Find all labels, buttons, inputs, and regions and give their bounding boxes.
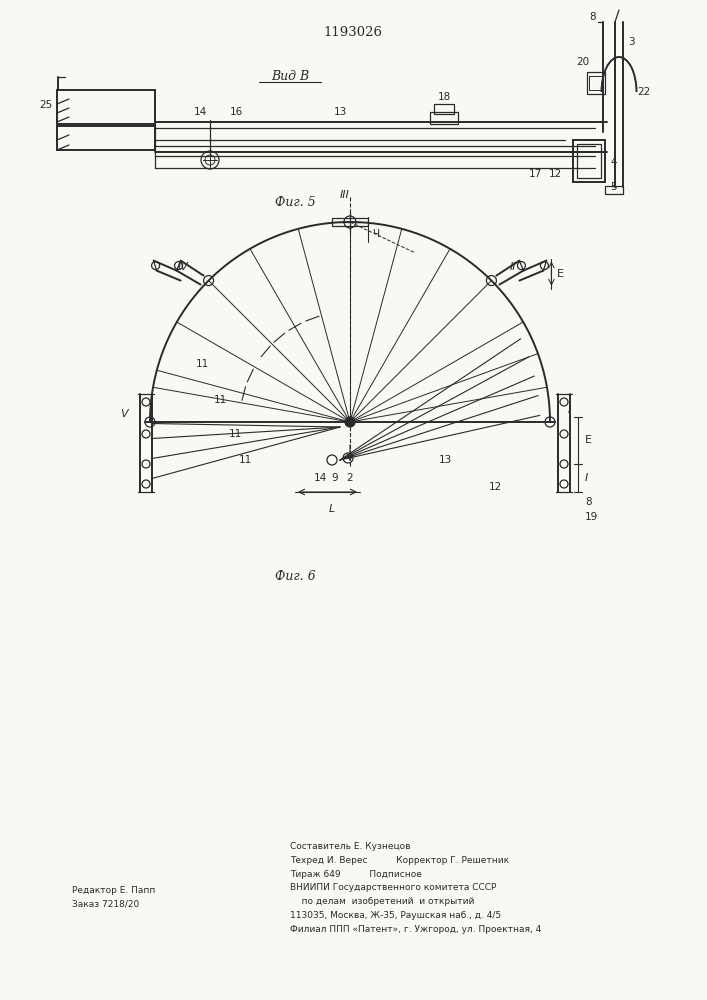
Bar (573, 140, 605, 182)
Bar (332, 218, 368, 226)
Text: 19: 19 (585, 512, 598, 522)
Text: Редактор Е. Папп
Заказ 7218/20: Редактор Е. Папп Заказ 7218/20 (72, 886, 156, 908)
Bar (589, 76, 603, 90)
Text: 11: 11 (228, 429, 242, 439)
Text: 13: 13 (334, 107, 346, 117)
Text: 8: 8 (585, 497, 592, 507)
Bar (57, 90, 155, 124)
Bar (434, 104, 454, 114)
Circle shape (345, 417, 355, 427)
Text: Е: Е (556, 269, 563, 279)
Text: Ч: Ч (372, 229, 379, 239)
Text: Фиг. 5: Фиг. 5 (274, 196, 315, 209)
Bar (57, 126, 155, 150)
Text: 4: 4 (610, 157, 617, 167)
Text: 1193026: 1193026 (324, 25, 382, 38)
Text: III: III (340, 190, 350, 200)
Text: IV: IV (178, 262, 189, 272)
Text: 17: 17 (528, 169, 542, 179)
Text: 11: 11 (214, 395, 227, 405)
Bar (430, 112, 458, 124)
Text: Фиг. 6: Фиг. 6 (274, 570, 315, 584)
Text: II: II (510, 262, 517, 272)
Text: I: I (568, 405, 571, 415)
Text: 20: 20 (576, 57, 590, 67)
Text: 2: 2 (346, 473, 354, 483)
Text: 11: 11 (195, 359, 209, 369)
Text: 12: 12 (549, 169, 561, 179)
Text: 18: 18 (438, 92, 450, 102)
Text: 11: 11 (238, 455, 252, 465)
Text: 16: 16 (230, 107, 243, 117)
Text: V: V (120, 409, 128, 419)
Text: L: L (329, 504, 335, 514)
Text: 25: 25 (40, 100, 53, 110)
Text: I: I (585, 473, 588, 483)
Text: 5: 5 (610, 182, 617, 192)
Text: 22: 22 (637, 87, 650, 97)
Text: 13: 13 (438, 455, 452, 465)
Text: Составитель Е. Кузнецов
Техред И. Верес          Корректор Г. Решетник
Тираж 649: Составитель Е. Кузнецов Техред И. Верес … (290, 842, 542, 934)
Text: Вид В: Вид В (271, 70, 309, 83)
Bar (577, 144, 601, 178)
Text: 9: 9 (332, 473, 339, 483)
Bar (605, 186, 623, 194)
Text: 8: 8 (590, 12, 596, 22)
Text: 14: 14 (194, 107, 207, 117)
Text: 14: 14 (313, 473, 327, 483)
Text: Е: Е (585, 435, 592, 445)
Text: 12: 12 (489, 482, 502, 492)
Text: 3: 3 (628, 37, 635, 47)
Bar (587, 72, 605, 94)
